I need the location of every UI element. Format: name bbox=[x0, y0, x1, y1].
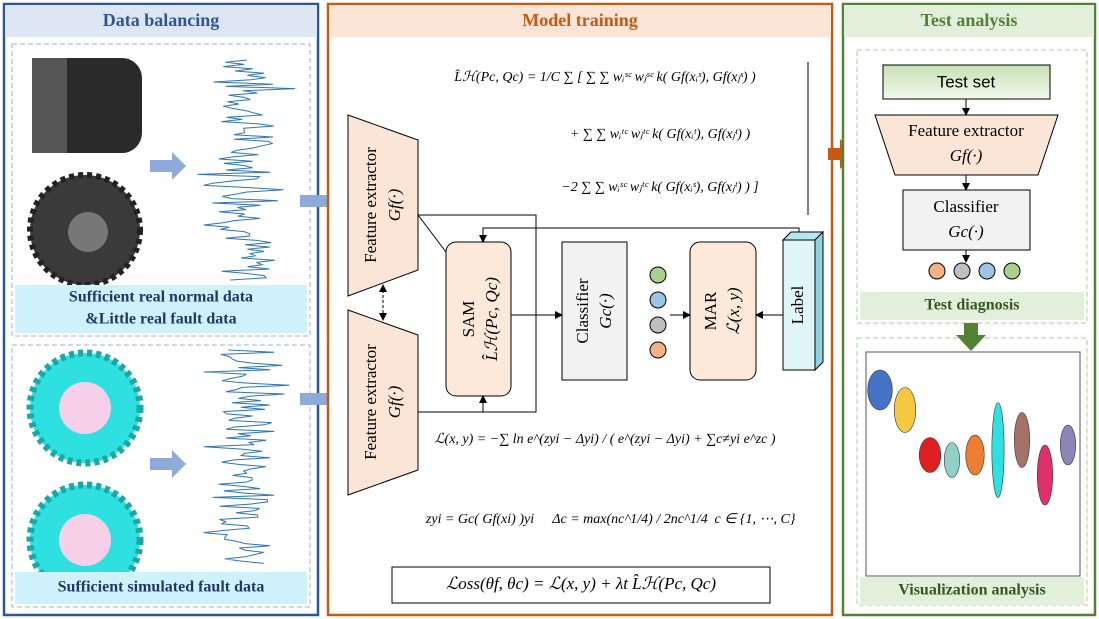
formula: Δc = max(nc^1/4) / 2nc^1/4 bbox=[551, 512, 707, 527]
node-label: Feature extractor bbox=[908, 121, 1024, 140]
formula: zyi = Gc( Gf(xi) )yi bbox=[425, 512, 534, 527]
node-label: Classifier bbox=[573, 278, 592, 343]
node-symbol: ℒ(x, y) bbox=[724, 287, 743, 334]
shape bbox=[650, 267, 666, 283]
node-symbol: Gc(·) bbox=[596, 293, 615, 329]
shape bbox=[446, 242, 511, 396]
node-label: SAM bbox=[459, 301, 478, 338]
node-symbol: Gf(·) bbox=[385, 188, 404, 221]
violin bbox=[992, 403, 1004, 498]
shape bbox=[954, 263, 970, 279]
node-symbol: Gf(·) bbox=[385, 385, 404, 418]
diagram: Data balancing Sufficient real normal da… bbox=[0, 0, 1099, 619]
formula: ℒ(x, y) = −∑ ln e^(zyi − Δyi) / ( e^(zyi… bbox=[434, 432, 775, 447]
violin bbox=[966, 435, 984, 475]
panel-title: Model training bbox=[522, 10, 638, 30]
node-label: Classifier bbox=[933, 197, 998, 216]
node-label: Label bbox=[788, 285, 807, 324]
shape bbox=[650, 342, 666, 358]
caption: &Little real fault data bbox=[85, 311, 236, 328]
shape bbox=[562, 242, 627, 380]
node-label: Feature extractor bbox=[361, 344, 380, 460]
shape bbox=[979, 263, 995, 279]
caption: Visualization analysis bbox=[898, 582, 1045, 599]
formula: −2 ∑ ∑ wᵢˢᶜ wⱼᵗᶜ k( Gf(xᵢˢ), Gf(xⱼᵗ) ) ] bbox=[561, 180, 758, 195]
shape bbox=[650, 317, 666, 333]
node-label: Test set bbox=[937, 72, 996, 91]
shape bbox=[929, 263, 945, 279]
formula: c ∈ {1, ⋯, C} bbox=[715, 512, 796, 527]
node-label: Feature extractor bbox=[361, 147, 380, 263]
shape bbox=[815, 232, 823, 370]
violin bbox=[1037, 445, 1052, 505]
shape bbox=[59, 382, 111, 434]
shape bbox=[348, 115, 418, 296]
loss-formula: ℒoss(θf, θc) = ℒ(x, y) + λt L̂ℋ(Pc, Qc) bbox=[446, 574, 716, 593]
violin bbox=[1014, 413, 1029, 468]
shape bbox=[348, 310, 418, 495]
caption: Test diagnosis bbox=[925, 297, 1020, 314]
violin bbox=[868, 370, 893, 410]
test-analysis-panel: Test analysis Test set Feature extractor… bbox=[843, 4, 1095, 615]
node-symbol: Gc(·) bbox=[948, 222, 984, 241]
node-symbol: L̂ℋ(Pc, Qc) bbox=[482, 277, 501, 362]
data-balancing-panel: Data balancing Sufficient real normal da… bbox=[4, 4, 318, 615]
violin bbox=[944, 443, 959, 478]
node-label: MAR bbox=[701, 291, 720, 330]
shape bbox=[59, 514, 111, 566]
formula: L̂ℋ(Pc, Qc) = 1/C ∑ [ ∑ ∑ wᵢˢᶜ wⱼˢᶜ k( G… bbox=[453, 69, 756, 85]
violin bbox=[894, 388, 916, 433]
panel-title: Data balancing bbox=[103, 10, 220, 30]
violin bbox=[919, 438, 941, 473]
model-training-panel: Model training L̂ℋ(Pc, Qc) = 1/C ∑ [ ∑ ∑… bbox=[328, 4, 832, 615]
shape bbox=[68, 212, 108, 252]
shape bbox=[650, 292, 666, 308]
node-symbol: Gf(·) bbox=[950, 146, 983, 165]
formula: + ∑ ∑ wᵢᵗᶜ wⱼᵗᶜ k( Gf(xᵢᵗ), Gf(xⱼᵗ) ) bbox=[570, 127, 751, 142]
shape bbox=[1004, 263, 1020, 279]
violin bbox=[1060, 425, 1075, 465]
panel-title: Test analysis bbox=[921, 10, 1018, 30]
caption: Sufficient simulated fault data bbox=[58, 579, 265, 596]
shape bbox=[32, 58, 67, 153]
caption: Sufficient real normal data bbox=[69, 289, 253, 306]
